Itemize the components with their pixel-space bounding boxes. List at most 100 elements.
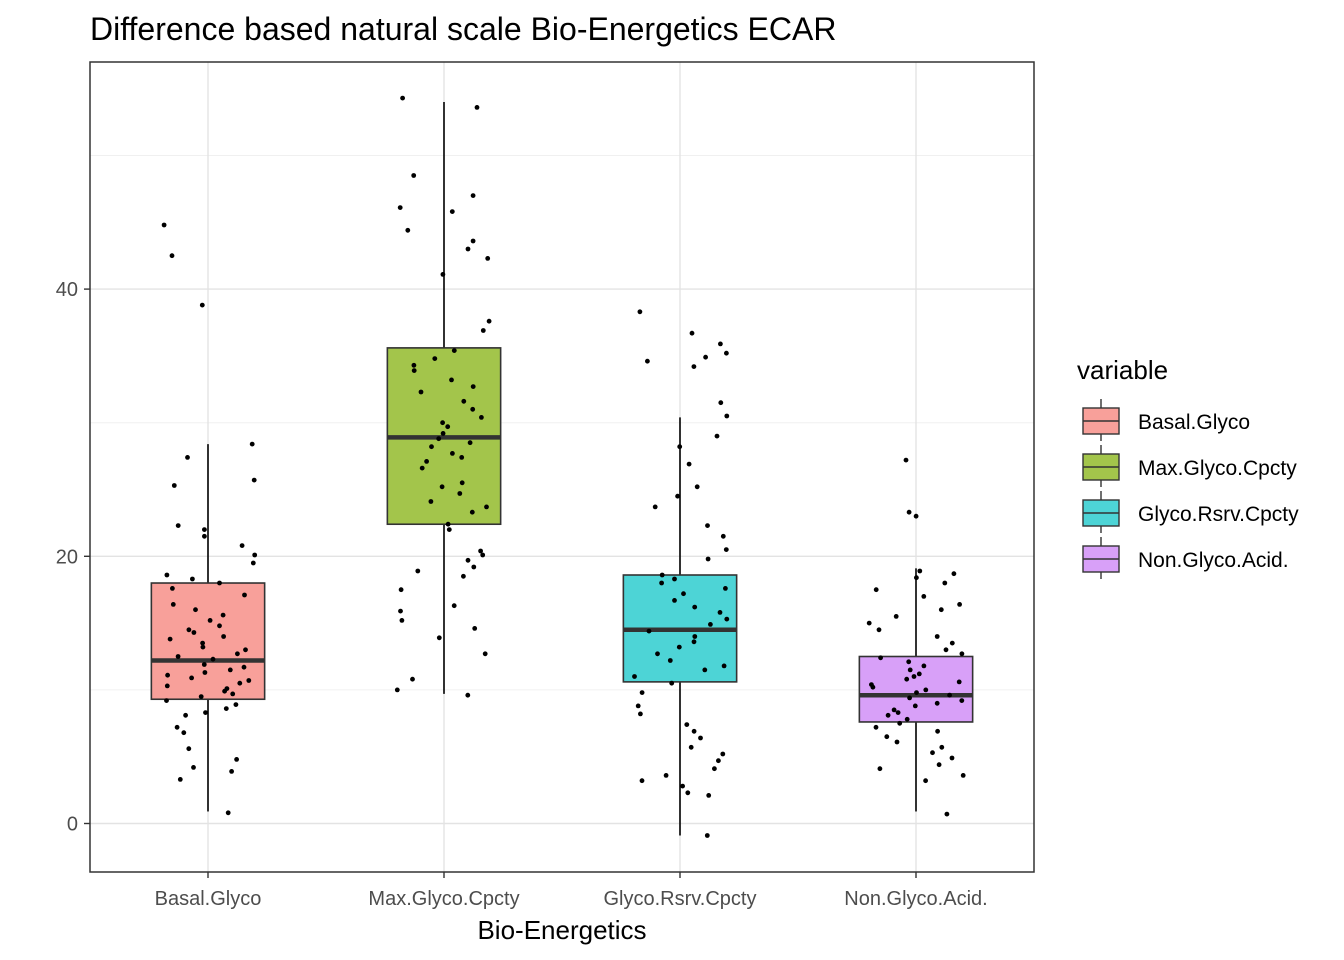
- data-point: [721, 663, 727, 669]
- data-point: [684, 722, 690, 727]
- data-point: [944, 811, 950, 817]
- data-point: [907, 667, 913, 673]
- data-point: [424, 459, 429, 464]
- data-point: [917, 568, 923, 574]
- data-point: [956, 679, 962, 685]
- data-point: [203, 710, 208, 715]
- data-point: [723, 547, 729, 552]
- y-tick-label: 20: [56, 546, 78, 568]
- data-point: [912, 703, 918, 709]
- data-point: [943, 647, 949, 653]
- data-point: [170, 586, 175, 591]
- data-point: [440, 272, 446, 277]
- data-point: [914, 690, 919, 695]
- jitter-points: [161, 95, 966, 838]
- data-point: [911, 674, 917, 679]
- data-point: [877, 766, 883, 772]
- data-point: [480, 328, 486, 333]
- data-point: [939, 744, 945, 750]
- data-point: [164, 683, 170, 689]
- data-point: [885, 712, 891, 718]
- data-point: [225, 810, 231, 816]
- data-point: [171, 483, 177, 488]
- data-point: [639, 778, 645, 784]
- data-point: [440, 431, 446, 436]
- data-point: [960, 773, 966, 778]
- data-point: [227, 667, 233, 673]
- data-point: [914, 575, 919, 581]
- data-point: [934, 634, 940, 639]
- data-point: [479, 415, 484, 420]
- data-point: [398, 587, 404, 593]
- data-point: [869, 682, 874, 687]
- x-tick-label: Basal.Glyco: [155, 888, 262, 910]
- data-point: [470, 384, 476, 389]
- data-point: [461, 573, 466, 579]
- data-point: [397, 205, 403, 211]
- data-point: [677, 444, 683, 450]
- data-point: [400, 95, 405, 101]
- data-point: [239, 543, 245, 548]
- data-point: [164, 698, 169, 703]
- data-point: [459, 480, 465, 486]
- data-point: [724, 350, 729, 356]
- data-point: [469, 509, 475, 515]
- data-point: [461, 398, 467, 404]
- data-point: [669, 680, 675, 686]
- data-point: [703, 354, 708, 360]
- data-point: [724, 413, 730, 419]
- data-point: [399, 618, 405, 623]
- data-point: [411, 173, 417, 178]
- data-point: [667, 658, 673, 663]
- data-point: [224, 686, 230, 691]
- data-point: [712, 766, 717, 772]
- data-point: [685, 790, 691, 796]
- data-point: [947, 692, 952, 698]
- data-point: [936, 762, 942, 768]
- data-point: [175, 523, 181, 528]
- data-point: [446, 527, 452, 532]
- data-point: [250, 560, 256, 566]
- data-point: [445, 521, 451, 527]
- data-point: [445, 424, 451, 430]
- data-point: [876, 627, 882, 633]
- data-point: [170, 602, 176, 607]
- data-point: [957, 602, 962, 607]
- data-point: [198, 694, 204, 699]
- data-point: [478, 548, 483, 554]
- data-point: [471, 564, 477, 570]
- legend-label: Max.Glyco.Cpcty: [1138, 457, 1297, 480]
- data-point: [681, 591, 686, 597]
- y-tick-label: 0: [67, 814, 78, 836]
- data-point: [485, 256, 491, 261]
- data-point: [189, 675, 195, 681]
- data-point: [415, 568, 421, 574]
- data-point: [398, 608, 403, 614]
- data-point: [451, 348, 457, 353]
- legend-label: Non.Glyco.Acid.: [1138, 549, 1289, 572]
- data-point: [873, 724, 879, 730]
- data-point: [717, 610, 723, 615]
- data-point: [942, 580, 948, 586]
- data-point: [465, 692, 471, 698]
- data-point: [191, 630, 197, 635]
- data-point: [692, 634, 698, 639]
- data-point: [251, 477, 257, 483]
- data-point: [183, 712, 189, 718]
- data-point: [637, 309, 643, 315]
- data-point: [229, 769, 235, 774]
- data-point: [235, 651, 240, 657]
- data-point: [202, 527, 207, 532]
- data-point: [716, 758, 721, 764]
- data-point: [930, 750, 935, 756]
- data-point: [419, 465, 425, 471]
- data-point: [221, 634, 227, 639]
- plot-panel-border: [89, 61, 1035, 873]
- data-point: [698, 735, 703, 741]
- data-point: [951, 571, 957, 577]
- box-Non.Glyco.Acid.: [858, 655, 974, 723]
- data-point: [663, 773, 669, 778]
- data-point: [161, 222, 167, 228]
- data-point: [470, 406, 476, 412]
- data-point: [223, 706, 229, 711]
